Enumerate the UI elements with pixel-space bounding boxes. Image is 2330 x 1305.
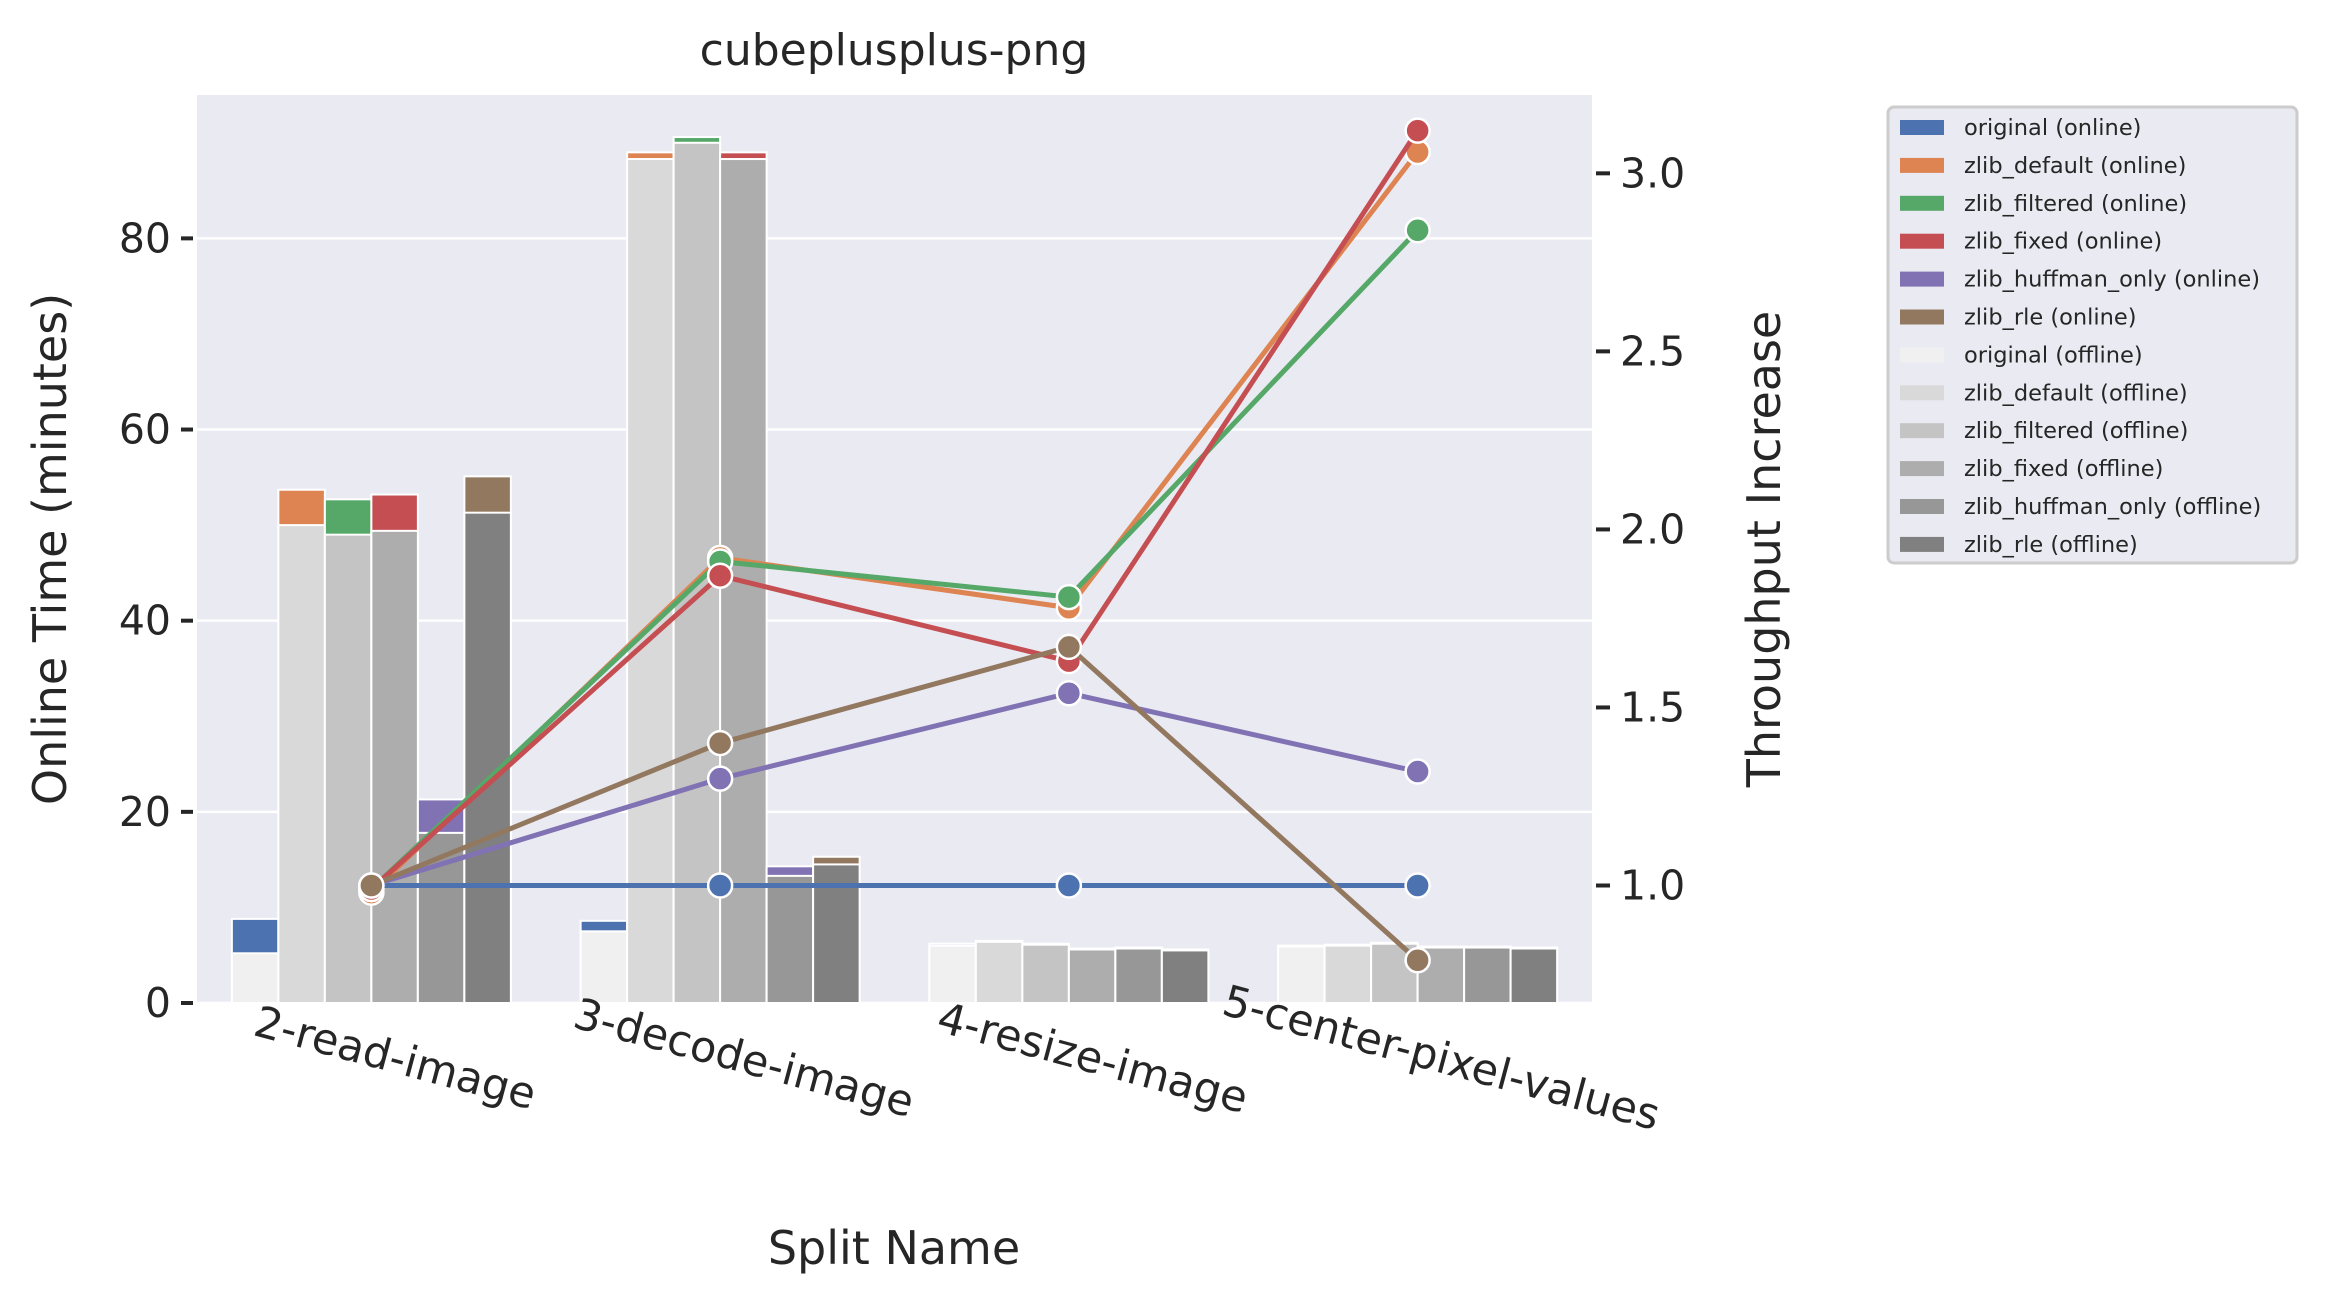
legend-label: original (online) <box>1964 115 2141 141</box>
y2-tick-label: 3.0 <box>1620 149 1685 197</box>
legend-swatch <box>1900 461 1944 477</box>
x-tick-label: 4-resize-image <box>932 993 1253 1124</box>
y-tick-label: 60 <box>119 406 171 454</box>
x-axis-label: Split Name <box>768 1221 1020 1275</box>
bar-offline <box>1370 942 1419 1004</box>
legend-swatch <box>1900 157 1944 173</box>
bar-offline <box>1067 948 1117 1004</box>
line-point <box>1404 947 1431 974</box>
line-point <box>1055 872 1083 899</box>
y-axis-label: Online Time (minutes) <box>23 293 77 805</box>
legend-swatch <box>1900 423 1944 439</box>
bar-offline <box>974 940 1024 1004</box>
legend-label: zlib_rle (offline) <box>1964 532 2138 558</box>
line-point <box>1404 117 1431 144</box>
line-point <box>706 562 734 589</box>
legend-frame <box>1886 105 2299 565</box>
line-point <box>706 765 734 792</box>
legend-label: zlib_rle (online) <box>1964 305 2137 331</box>
legend-label: original (offline) <box>1964 342 2143 368</box>
legend-swatch <box>1900 536 1944 552</box>
legend-label: zlib_fixed (offline) <box>1964 456 2163 482</box>
y2-tick-label: 2.5 <box>1620 327 1685 375</box>
legend-swatch <box>1900 385 1944 401</box>
legend-swatch <box>1900 271 1944 287</box>
bar-offline <box>370 529 419 1005</box>
bar-offline <box>1509 947 1559 1005</box>
legend-swatch <box>1900 195 1944 211</box>
bar-offline <box>463 511 512 1004</box>
legend-swatch <box>1900 347 1944 363</box>
bars <box>230 136 1559 1005</box>
legend-label: zlib_fixed (online) <box>1964 229 2162 255</box>
y2-axis-label: Throughput Increase <box>1737 311 1791 789</box>
legend-swatch <box>1900 120 1944 135</box>
y-tick-label: 0 <box>145 979 171 1027</box>
bar-offline <box>323 533 373 1004</box>
line-point <box>706 872 734 899</box>
y2-tick-label: 1.5 <box>1620 683 1685 731</box>
line-point <box>1404 217 1431 244</box>
bar-offline <box>1323 944 1373 1005</box>
line-series <box>369 129 1420 891</box>
line-point <box>358 872 385 899</box>
legend-label: zlib_default (online) <box>1964 153 2186 179</box>
legend-swatch <box>1900 499 1944 514</box>
throughput-lines <box>358 117 1431 974</box>
line-point <box>706 729 734 757</box>
chart-title: cubeplusplus-png <box>700 25 1089 76</box>
line-point <box>1404 872 1431 899</box>
line-series <box>370 690 1419 888</box>
legend-swatch <box>1900 309 1944 325</box>
line-series <box>370 644 1420 963</box>
bar-offline <box>626 158 675 1004</box>
x-tick-label: 3-decode-image <box>568 989 919 1128</box>
y-tick-label: 80 <box>119 214 171 262</box>
bar-offline <box>1277 945 1326 1004</box>
y-tick-label: 40 <box>119 597 171 645</box>
legend-label: zlib_huffman_only (online) <box>1964 267 2260 293</box>
y2-tick-label: 1.0 <box>1620 861 1685 909</box>
legend-label: zlib_huffman_only (offline) <box>1964 494 2261 520</box>
x-tick-label: 2-read-image <box>249 997 541 1120</box>
line-point <box>1404 758 1431 785</box>
line-point <box>1055 633 1083 661</box>
legend-label: zlib_default (offline) <box>1964 380 2188 406</box>
bar-offline <box>1021 943 1070 1004</box>
bar-offline <box>1463 946 1512 1004</box>
line-series <box>369 228 1420 891</box>
bar-offline <box>1114 947 1163 1005</box>
bar-offline <box>765 874 815 1005</box>
line-point <box>1055 583 1083 611</box>
y-tick-label: 20 <box>119 788 171 836</box>
bar-offline <box>1160 949 1210 1004</box>
bar-offline <box>277 524 326 1005</box>
line-point <box>1055 679 1083 707</box>
legend-label: zlib_filtered (offline) <box>1964 418 2188 444</box>
bar-offline <box>230 952 280 1005</box>
y2-tick-label: 2.0 <box>1620 505 1685 553</box>
legend-swatch <box>1900 233 1944 249</box>
legend: original (online) zlib_default (online) zl… <box>1886 105 2299 565</box>
legend-label: zlib_filtered (online) <box>1964 191 2187 217</box>
bar-offline <box>928 944 977 1005</box>
